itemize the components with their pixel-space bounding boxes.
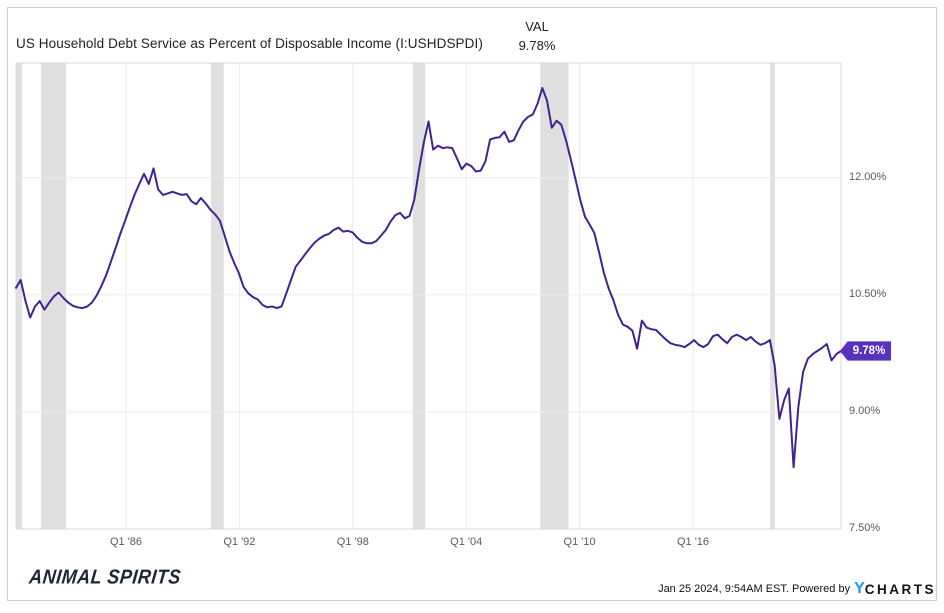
chart-title: US Household Debt Service as Percent of … xyxy=(16,36,483,51)
y-axis-label: 7.50% xyxy=(849,522,881,534)
x-axis-label: Q1 '04 xyxy=(450,536,483,548)
x-axis-label: Q1 '92 xyxy=(223,536,256,548)
y-axis-label: 10.50% xyxy=(849,287,887,300)
val-current-value: 9.78% xyxy=(518,38,556,53)
ycharts-logo-charts: CHARTS xyxy=(864,581,936,597)
x-axis-label: Q1 '86 xyxy=(109,536,143,548)
y-axis-label: 12.00% xyxy=(849,170,887,183)
animal-spirits-logo: ANIMAL SPIRITS xyxy=(28,565,183,588)
x-axis-label: Q1 '16 xyxy=(676,536,710,548)
chart-card xyxy=(7,7,937,601)
footer-attribution: Jan 25 2024, 9:54AM EST. Powered by Y CH… xyxy=(658,580,936,598)
last-value-badge: 9.78% xyxy=(840,341,891,361)
x-axis-label: Q1 '10 xyxy=(563,536,596,548)
ycharts-logo-y: Y xyxy=(854,580,865,597)
timestamp-text: Jan 25 2024, 9:54AM EST. Powered by xyxy=(658,583,851,595)
val-column: VAL 9.78% xyxy=(505,19,569,53)
y-axis-label: 9.00% xyxy=(849,404,881,417)
val-header: VAL xyxy=(525,19,549,34)
x-axis-label: Q1 '98 xyxy=(336,536,369,548)
